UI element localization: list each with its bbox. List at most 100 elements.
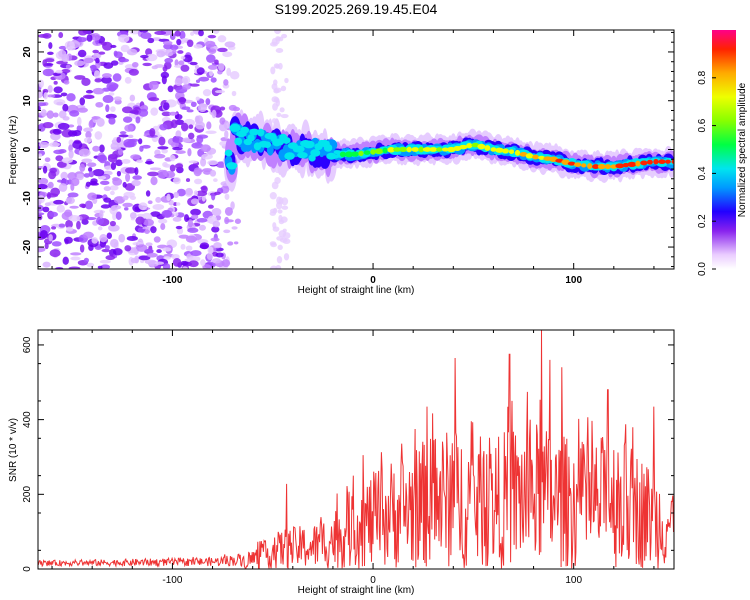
noise-blob — [167, 85, 174, 93]
noise-blob — [58, 183, 68, 192]
noise-blob — [72, 140, 83, 149]
noise-blob — [174, 77, 183, 87]
noise-blob — [58, 110, 67, 119]
noise-blob — [85, 89, 94, 94]
noise-blob — [190, 101, 197, 108]
noise-blob — [170, 141, 180, 149]
noise-blob — [46, 110, 54, 119]
noise-blob — [180, 243, 186, 250]
noise-blob — [77, 37, 87, 43]
noise-blob — [224, 206, 233, 216]
noise-blob — [193, 167, 202, 177]
noise-blob — [110, 44, 117, 48]
snr-plot-area — [37, 329, 674, 570]
ridge-core — [458, 144, 468, 150]
ridge-core — [495, 147, 504, 153]
noise-blob — [213, 242, 222, 249]
y-tick-label: 10 — [22, 95, 33, 107]
noise-blob — [272, 207, 278, 214]
noise-blob — [105, 255, 116, 261]
noise-blob — [195, 121, 205, 130]
noise-blob — [68, 214, 81, 222]
noise-blob — [112, 177, 120, 182]
noise-blob — [103, 197, 112, 203]
noise-blob — [129, 212, 137, 219]
noise-blob — [70, 252, 82, 256]
ridge-core — [508, 149, 515, 154]
ridge-core — [502, 148, 509, 154]
figure-title: S199.2025.269.19.45.E04 — [275, 1, 438, 17]
noise-blob — [217, 35, 227, 43]
noise-blob — [66, 93, 76, 102]
y-tick-label: 0 — [22, 566, 33, 572]
noise-blob — [135, 116, 141, 124]
noise-blob — [74, 75, 86, 80]
colorbar-label: Normalized spectral amplitude — [737, 82, 748, 217]
noise-blob — [198, 103, 207, 113]
noise-blob — [188, 124, 194, 130]
noise-blob — [101, 73, 112, 79]
noise-blob — [200, 144, 211, 153]
ridge-core — [339, 151, 347, 158]
noise-blob — [97, 226, 103, 231]
noise-blob — [172, 177, 181, 185]
noise-blob — [44, 242, 49, 250]
noise-blob — [174, 59, 179, 67]
noise-blob — [96, 117, 105, 127]
noise-blob — [81, 77, 91, 86]
noise-blob — [42, 165, 48, 174]
noise-blob — [69, 205, 79, 209]
noise-blob — [70, 256, 81, 261]
noise-blob — [142, 62, 152, 67]
noise-blob — [161, 148, 168, 154]
noise-blob — [124, 124, 134, 132]
noise-blob — [108, 92, 115, 96]
noise-blob — [144, 259, 157, 265]
noise-blob — [159, 123, 168, 131]
noise-blob — [193, 44, 203, 49]
noise-blob — [188, 260, 199, 268]
noise-blob — [169, 154, 176, 162]
noise-blob — [52, 128, 62, 135]
x-tick-label: 0 — [370, 575, 376, 586]
noise-blob — [217, 70, 223, 75]
noise-blob — [169, 44, 179, 51]
ridge-core — [622, 162, 630, 168]
noise-blob — [275, 64, 280, 69]
noise-blob — [213, 178, 218, 183]
noise-blob — [50, 187, 61, 197]
noise-blob — [84, 200, 94, 210]
noise-blob — [94, 131, 103, 140]
ridge-core — [370, 149, 376, 155]
noise-blob — [56, 161, 67, 168]
noise-blob — [180, 55, 186, 60]
ridge-blob — [257, 128, 265, 137]
colorbar-ticks: 0.0 0.2 0.4 0.6 0.8 — [697, 70, 716, 276]
noise-blob — [166, 193, 171, 202]
noise-blob — [142, 218, 155, 227]
noise-blob — [61, 69, 71, 74]
noise-blob — [48, 234, 53, 242]
noise-blob — [58, 223, 66, 228]
noise-blob — [154, 30, 167, 36]
noise-blob — [52, 112, 59, 118]
noise-blob — [74, 60, 85, 67]
y-tick-label: 0 — [22, 146, 33, 152]
noise-blob — [101, 76, 112, 84]
noise-blob — [57, 122, 70, 130]
noise-blob — [156, 169, 168, 179]
noise-blob — [83, 257, 90, 263]
noise-blob — [188, 160, 198, 164]
ridge-blob — [229, 123, 241, 133]
noise-blob — [275, 47, 284, 54]
noise-blob — [162, 247, 172, 252]
noise-blob — [88, 120, 94, 129]
noise-blob — [130, 154, 141, 160]
ridge-core — [665, 159, 671, 164]
x-tick-label: 100 — [565, 275, 582, 286]
noise-blob — [276, 112, 282, 118]
noise-blob — [201, 153, 213, 160]
ridge-core — [581, 163, 587, 168]
noise-blob — [92, 169, 105, 177]
